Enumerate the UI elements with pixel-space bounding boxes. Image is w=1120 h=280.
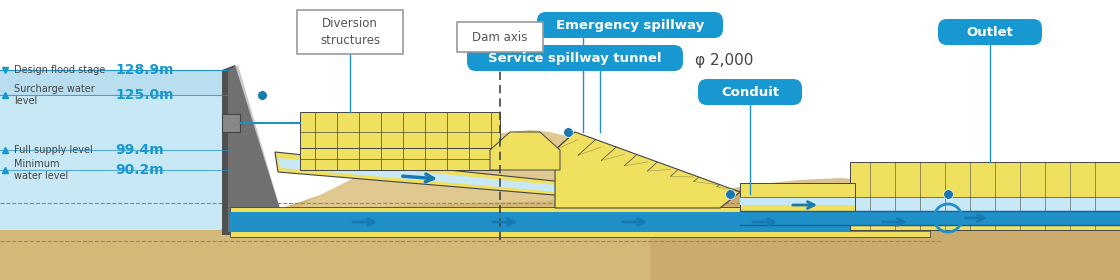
Polygon shape — [222, 65, 284, 235]
Bar — [300, 112, 500, 150]
Polygon shape — [295, 130, 700, 210]
Polygon shape — [228, 65, 284, 232]
Bar — [230, 207, 930, 237]
FancyBboxPatch shape — [297, 10, 403, 54]
Text: Full supply level: Full supply level — [15, 145, 93, 155]
FancyBboxPatch shape — [939, 19, 1042, 45]
Bar — [740, 211, 1120, 225]
Text: Minimum
water level: Minimum water level — [15, 158, 68, 181]
Bar — [300, 148, 500, 170]
Text: 128.9m: 128.9m — [115, 63, 174, 77]
Polygon shape — [491, 132, 560, 170]
Bar — [850, 162, 1120, 230]
Text: 99.4m: 99.4m — [115, 143, 164, 157]
Text: φ 2,000: φ 2,000 — [696, 53, 754, 67]
Polygon shape — [0, 70, 228, 230]
Text: 125.0m: 125.0m — [115, 88, 174, 102]
Polygon shape — [556, 132, 740, 208]
Text: Surcharge water
level: Surcharge water level — [15, 84, 95, 106]
Text: Emergency spillway: Emergency spillway — [556, 18, 704, 32]
FancyBboxPatch shape — [467, 45, 683, 71]
Polygon shape — [0, 70, 228, 95]
FancyBboxPatch shape — [698, 79, 802, 105]
Polygon shape — [276, 152, 662, 204]
Polygon shape — [220, 148, 1120, 280]
Bar — [230, 212, 930, 232]
FancyBboxPatch shape — [536, 12, 724, 38]
Polygon shape — [278, 158, 660, 201]
Polygon shape — [650, 178, 1120, 280]
FancyBboxPatch shape — [457, 22, 543, 52]
Text: Conduit: Conduit — [721, 85, 780, 99]
Bar — [222, 114, 240, 132]
Bar — [740, 197, 855, 205]
Text: 90.2m: 90.2m — [115, 163, 164, 177]
Bar — [740, 183, 855, 218]
Text: Dam axis: Dam axis — [473, 31, 528, 43]
Text: Design flood stage: Design flood stage — [15, 65, 105, 75]
Text: Diversion
structures: Diversion structures — [320, 17, 380, 47]
Bar — [0, 230, 1120, 280]
Text: Service spillway tunnel: Service spillway tunnel — [488, 52, 662, 64]
Text: Outlet: Outlet — [967, 25, 1014, 39]
Bar — [850, 197, 1120, 217]
